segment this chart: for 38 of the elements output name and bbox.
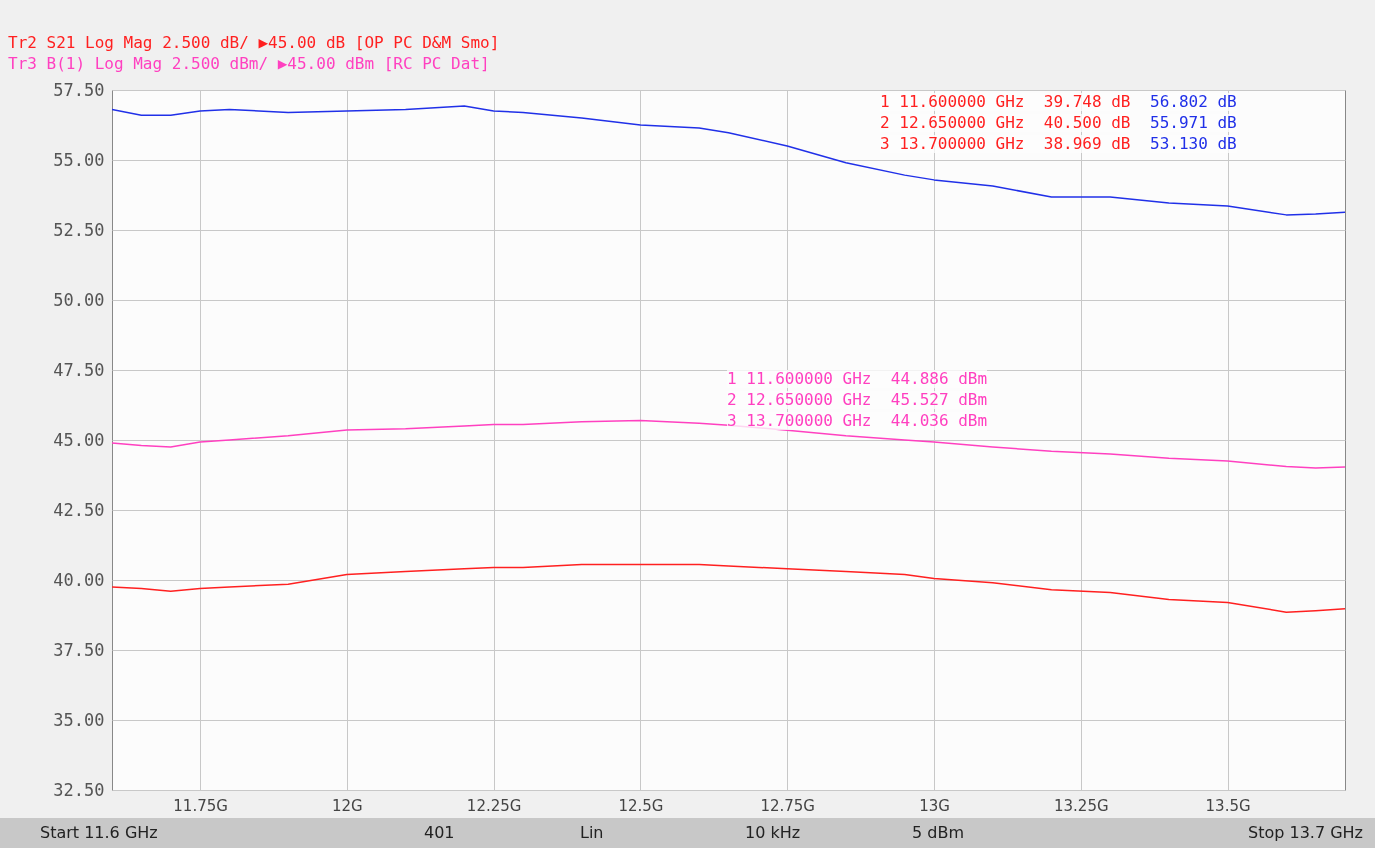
y-tick-label: 45.00 bbox=[53, 429, 105, 450]
text: Stop 13.7 GHz bbox=[1248, 823, 1363, 842]
y-tick-label: 42.50 bbox=[53, 499, 105, 520]
annotation: 56.802 dB bbox=[1150, 92, 1237, 111]
x-tick-label: 13G bbox=[919, 796, 950, 815]
annotation: 3 13.700000 GHz 38.969 dB bbox=[880, 134, 1131, 153]
x-tick-label: 12.5G bbox=[618, 796, 664, 815]
x-tick-label: 13.5G bbox=[1205, 796, 1251, 815]
text: 10 kHz bbox=[745, 823, 801, 842]
y-tick-label: 57.50 bbox=[53, 79, 105, 100]
line-series bbox=[112, 105, 1345, 216]
x-tick-label: 13.25G bbox=[1054, 796, 1109, 815]
annotation: 1 11.600000 GHz 44.886 dBm bbox=[727, 369, 988, 388]
text: Start 11.6 GHz bbox=[40, 823, 158, 842]
y-tick-label: 55.00 bbox=[53, 149, 105, 170]
annotation: 2 12.650000 GHz 40.500 dB bbox=[880, 113, 1131, 132]
text: Lin bbox=[580, 823, 604, 842]
y-tick-label: 50.00 bbox=[53, 289, 105, 310]
x-tick-label: 12.25G bbox=[466, 796, 522, 815]
annotation: 1 11.600000 GHz 39.748 dB bbox=[880, 92, 1131, 111]
x-tick-label: 11.75G bbox=[173, 796, 228, 815]
y-tick-label: 40.00 bbox=[53, 569, 105, 590]
annotation: 53.130 dB bbox=[1150, 134, 1237, 153]
chart-title: Tr2 S21 Log Mag 2.500 dB/ ▶45.00 dB [OP PC D&M Smo] bbox=[8, 33, 500, 52]
x-tick-label: 12G bbox=[332, 796, 363, 815]
y-tick-label: 52.50 bbox=[53, 219, 105, 240]
y-tick-label: 35.00 bbox=[53, 709, 105, 730]
annotation: 55.971 dB bbox=[1150, 113, 1237, 132]
annotation: 3 13.700000 GHz 44.036 dBm bbox=[727, 411, 988, 430]
chart-subtitle: Tr3 B(1) Log Mag 2.500 dBm/ ▶45.00 dBm [RC PC Dat] bbox=[8, 54, 490, 73]
annotation: 2 12.650000 GHz 45.527 dBm bbox=[727, 390, 988, 409]
text: 5 dBm bbox=[912, 823, 964, 842]
x-tick-label: 12.75G bbox=[760, 796, 815, 815]
y-tick-label: 32.50 bbox=[53, 779, 105, 800]
y-tick-label: 47.50 bbox=[53, 359, 105, 380]
line-series bbox=[112, 563, 1345, 613]
text: 401 bbox=[424, 823, 455, 842]
y-tick-label: 37.50 bbox=[53, 639, 105, 660]
